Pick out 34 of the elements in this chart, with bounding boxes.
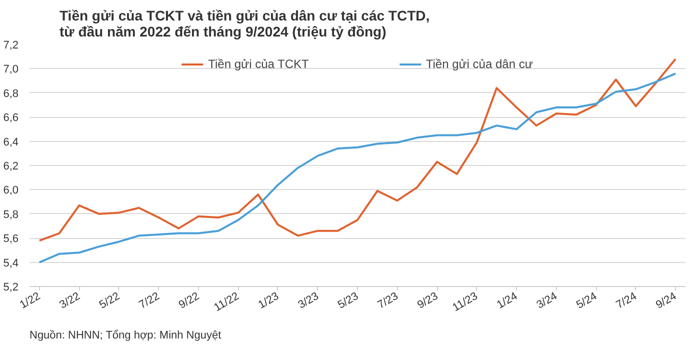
- x-tick-label: 1/23: [256, 290, 281, 312]
- y-tick-label: 5,2: [3, 282, 19, 294]
- x-tick-label: 3/24: [534, 290, 560, 312]
- y-tick-label: 7,0: [3, 64, 19, 76]
- x-tick-label: 11/23: [450, 290, 480, 314]
- x-tick-label: 9/24: [654, 290, 679, 312]
- y-tick-label: 5,4: [3, 257, 19, 270]
- y-tick-label: 7,2: [3, 40, 19, 52]
- y-tick-label: 6,0: [3, 184, 19, 197]
- line-series: [38, 72, 677, 264]
- y-tick-label: 6,2: [3, 160, 19, 172]
- y-tick-label: 6,8: [3, 88, 19, 100]
- text: Nguồn: NHNN; Tổng hợp: Minh Nguyệt: [30, 330, 222, 342]
- legend-label: Tiền gửi của dân cư: [426, 57, 533, 71]
- legend-label: Tiền gửi của TCKT: [208, 57, 309, 71]
- x-tick-label: 5/24: [574, 290, 600, 312]
- y-tick-label: 5,8: [3, 208, 19, 221]
- x-tick-label: 1/22: [18, 290, 42, 312]
- x-tick-label: 5/22: [97, 290, 122, 312]
- chart-title: Tiền gửi của TCKT và tiền gửi của dân cư tại các TCTD, từ đầu năm 2022 đến tháng 9/2024 (triệu tỷ đồng): [60, 8, 430, 40]
- x-tick-label: 7/22: [137, 290, 162, 312]
- line-series: [38, 58, 677, 242]
- y-tick-label: 5,6: [3, 233, 19, 246]
- x-tick-label: 7/24: [614, 290, 639, 312]
- x-tick-label: 5/23: [336, 290, 361, 312]
- x-tick-label: 7/23: [376, 290, 400, 312]
- x-tick-label: 3/22: [58, 290, 82, 312]
- y-tick-label: 6,6: [3, 112, 19, 124]
- x-tick-label: 9/23: [415, 290, 440, 312]
- x-tick-label: 9/22: [176, 290, 202, 312]
- x-tick-label: 1/24: [494, 290, 520, 312]
- x-tick-label: 11/22: [212, 290, 242, 314]
- x-tick-label: 3/23: [296, 290, 321, 312]
- y-tick-label: 6,4: [3, 136, 19, 148]
